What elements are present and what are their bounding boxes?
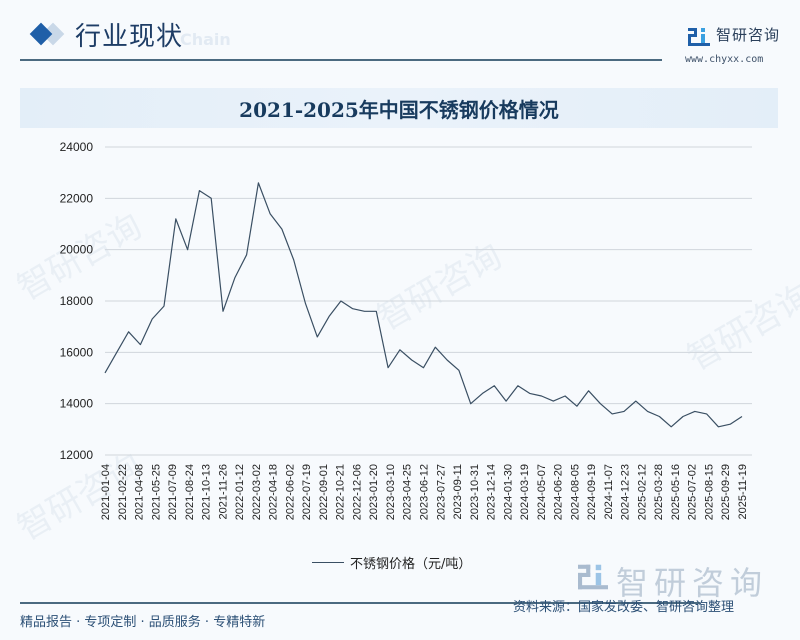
x-tick-label: 2021-07-09 [167,464,179,520]
brand-name: 智研咨询 [716,26,781,44]
x-tick-label: 2025-11-19 [737,464,749,519]
brand-logo-icon [688,28,710,46]
x-tick-label: 2021-04-08 [134,464,146,520]
y-tick-label: 14000 [60,397,94,411]
x-tick-label: 2023-04-25 [402,464,414,520]
footer-tagline: 精品报告 · 专项定制 · 品质服务 · 专精特新 [20,615,266,630]
x-tick-label: 2021-11-26 [217,464,229,519]
x-tick-label: 2023-10-31 [469,464,481,520]
legend-label: 不锈钢价格（元/吨） [350,557,472,572]
x-tick-label: 2021-10-13 [201,464,213,520]
x-tick-label: 2025-07-02 [687,464,699,520]
header-divider [20,59,662,61]
y-tick-label: 16000 [60,345,94,359]
x-tick-label: 2024-03-19 [519,464,531,520]
x-tick-label: 2023-06-12 [419,464,431,520]
footer-divider [20,602,700,604]
x-tick-label: 2025-02-12 [636,464,648,520]
x-tick-label: 2025-09-29 [720,464,732,520]
x-tick-label: 2025-05-16 [670,464,682,520]
x-tick-label: 2025-08-15 [703,464,715,520]
brand-url: www.chyxx.com [685,54,764,65]
y-tick-label: 18000 [60,294,94,308]
line-chart: 12000 14000 16000 18000 20000 22000 24000 2021-… [60,140,752,520]
x-tick-label: 2023-01-20 [368,464,380,520]
x-tick-label: 2023-12-14 [486,464,498,520]
x-tick-label: 2022-12-06 [351,464,363,520]
x-tick-label: 2025-03-28 [653,464,665,520]
x-tick-label: 2021-02-22 [117,464,129,520]
x-tick-label: 2023-09-11 [452,464,464,519]
watermark-logo-icon [578,564,608,590]
x-tick-label: 2021-05-25 [150,464,162,520]
x-tick-label: 2022-09-01 [318,464,330,520]
x-tick-label: 2024-09-19 [586,464,598,520]
y-tick-label: 20000 [60,243,94,257]
x-tick-label: 2024-05-07 [536,464,548,520]
x-tick-label: 2024-11-07 [603,464,615,519]
chart-legend: 不锈钢价格（元/吨） [312,553,471,572]
x-tick-label: 2021-01-04 [100,464,112,520]
x-tick-label: 2022-03-02 [251,464,263,520]
header-ghost-text: Chain [180,30,231,49]
y-tick-label: 24000 [60,140,94,154]
y-tick-label: 22000 [60,191,94,205]
chart-title: 2021-2025年中国不锈钢价格情况 [239,98,559,122]
x-tick-label: 2024-08-05 [569,464,581,520]
legend-line-swatch [312,562,344,563]
source-note: 资料来源：国家发改委、智研咨询整理 [513,600,735,615]
y-tick-label: 12000 [60,448,94,462]
x-tick-label: 2022-06-02 [284,464,296,520]
chart-title-band: 2021-2025年中国不锈钢价格情况 [20,88,778,128]
x-tick-label: 2022-07-19 [301,464,313,520]
x-tick-label: 2023-07-27 [435,464,447,520]
x-tick-label: 2024-01-30 [502,464,514,520]
x-tick-label: 2024-06-20 [553,464,565,520]
x-tick-label: 2024-12-23 [620,464,632,520]
x-tick-label: 2021-08-24 [184,464,196,520]
x-tick-label: 2022-01-12 [234,464,246,520]
section-title: 行业现状 [75,22,184,52]
x-tick-label: 2022-10-21 [335,464,347,520]
page-header: Chain 行业现状 智研咨询 www.chyxx.com [0,0,800,70]
x-tick-label: 2022-04-18 [268,464,280,520]
watermark-brand: 智研咨询 [616,564,769,602]
price-line [104,182,743,428]
x-tick-label: 2023-03-10 [385,464,397,520]
